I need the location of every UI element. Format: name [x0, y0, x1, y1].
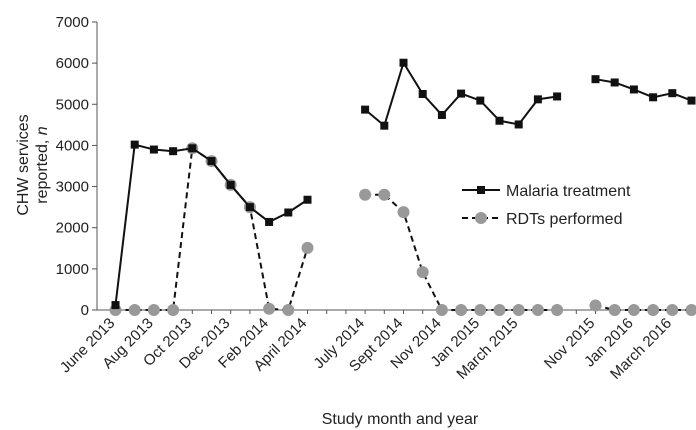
y-tick-label: 1000	[56, 261, 89, 278]
data-point	[303, 195, 312, 204]
y-tick-label: 5000	[56, 96, 89, 113]
data-point	[668, 89, 677, 98]
data-point	[514, 120, 523, 129]
series-group	[109, 58, 696, 316]
y-tick-label: 2000	[56, 220, 89, 237]
data-point	[512, 304, 525, 316]
data-point	[301, 241, 314, 254]
data-point	[378, 188, 391, 201]
data-point	[608, 304, 621, 316]
data-point	[245, 203, 254, 212]
data-point	[531, 304, 544, 316]
data-point	[551, 304, 564, 316]
data-point	[416, 266, 429, 279]
data-point	[207, 157, 216, 166]
y-axis-title-prefix: reported,	[34, 135, 51, 203]
data-point	[591, 75, 600, 84]
data-point	[610, 78, 619, 87]
data-point	[130, 140, 139, 149]
x-axis-title: Study month and year	[322, 411, 479, 428]
data-point	[589, 299, 602, 312]
series-malaria-treatment	[111, 58, 696, 310]
data-point	[437, 110, 446, 119]
series-line	[365, 193, 558, 311]
data-point	[495, 116, 504, 125]
data-point	[284, 208, 293, 217]
data-point	[359, 188, 372, 201]
y-tick-label: 3000	[56, 179, 89, 196]
data-point	[649, 93, 658, 102]
data-point	[685, 304, 696, 316]
legend-marker-rdt	[475, 212, 487, 224]
legend-label-rdt: RDTs performed	[506, 211, 622, 228]
legend-label-malaria: Malaria treatment	[506, 183, 631, 200]
y-axis-title-line1: CHW services	[15, 114, 32, 215]
axes	[92, 21, 692, 314]
legend: Malaria treatment RDTs performed	[462, 183, 631, 228]
data-point	[397, 206, 410, 219]
data-point	[647, 304, 660, 316]
data-point	[474, 304, 487, 316]
y-axis-title-line2: reported, n	[34, 126, 51, 203]
data-point	[128, 304, 141, 316]
y-tick-label: 6000	[56, 55, 89, 72]
data-point	[263, 302, 276, 315]
series-line	[595, 78, 692, 102]
data-point	[435, 304, 448, 316]
data-point	[111, 301, 120, 310]
y-tick-labels: 0 1000 2000 3000 4000 5000 6000 7000	[56, 14, 89, 319]
y-axis-title: CHW services reported, n	[15, 114, 51, 215]
data-point	[476, 96, 485, 105]
data-point	[399, 58, 408, 67]
series-rdts-performed	[109, 142, 696, 316]
data-point	[361, 105, 370, 114]
data-point	[282, 304, 295, 316]
data-point	[629, 85, 638, 94]
data-point	[687, 96, 696, 105]
data-point	[169, 147, 178, 156]
data-point	[493, 304, 506, 316]
data-point	[455, 304, 468, 316]
data-point	[149, 145, 158, 154]
data-point	[457, 89, 466, 98]
y-tick-label: 4000	[56, 137, 89, 154]
y-axis-title-italic: n	[34, 126, 51, 135]
data-point	[553, 92, 562, 101]
data-point	[418, 90, 427, 98]
data-point	[147, 304, 160, 316]
y-tick-label: 7000	[56, 14, 89, 31]
data-point	[167, 304, 180, 316]
data-point	[380, 121, 389, 130]
data-point	[226, 180, 235, 189]
data-point	[188, 144, 197, 153]
series-line	[114, 143, 309, 306]
data-point	[265, 217, 274, 226]
data-point	[627, 304, 640, 316]
data-point	[666, 304, 679, 316]
legend-marker-malaria	[477, 186, 485, 194]
y-tick-label: 0	[81, 302, 89, 319]
data-point	[533, 95, 542, 104]
series-line	[115, 146, 309, 312]
